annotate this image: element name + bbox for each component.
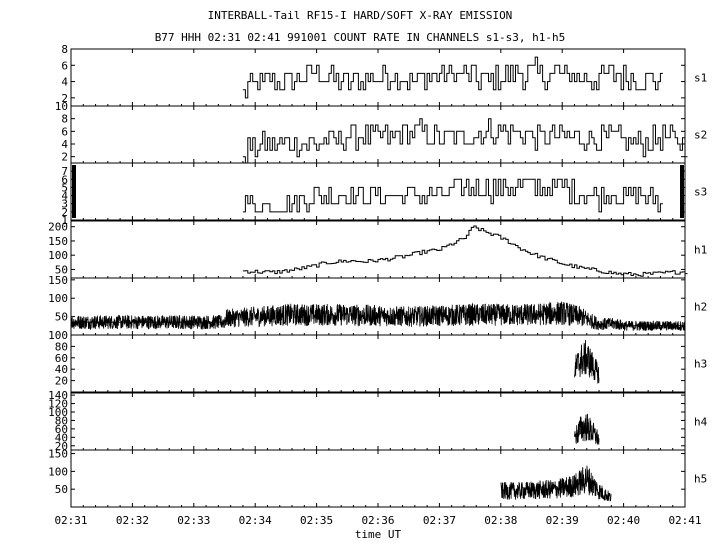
chart-subtitle: B77 HHH 02:31 02:41 991001 COUNT RATE IN… — [154, 31, 566, 44]
x-tick-label: 02:32 — [116, 514, 149, 527]
y-tick-label-s2: 8 — [61, 113, 68, 126]
y-tick-label-s1: 8 — [61, 43, 68, 56]
y-tick-label-h3: 40 — [55, 363, 68, 376]
y-tick-label-h4: 40 — [55, 431, 68, 444]
series-s2 — [242, 118, 688, 164]
y-tick-label-h3: 100 — [48, 329, 68, 342]
y-tick-label-h4: 120 — [48, 398, 68, 411]
y-tick-label-h4: 140 — [48, 389, 68, 402]
series-h3 — [574, 339, 600, 384]
y-tick-label-s3: 3 — [61, 198, 68, 211]
y-tick-label-s2: 6 — [61, 125, 68, 138]
y-tick-label-h1: 100 — [48, 249, 68, 262]
y-tick-label-s2: 2 — [61, 151, 68, 164]
panel-label-h3: h3 — [694, 358, 707, 371]
series-h1 — [242, 225, 688, 277]
series-s1 — [242, 56, 663, 99]
y-tick-label-h1: 200 — [48, 221, 68, 234]
chart-title: INTERBALL-Tail RF15-I HARD/SOFT X-RAY EM… — [207, 9, 513, 22]
x-tick-label: 02:39 — [546, 514, 579, 527]
y-tick-label-h4: 80 — [55, 414, 68, 427]
x-tick-label: 02:36 — [361, 514, 394, 527]
y-tick-label-h1: 150 — [48, 235, 68, 248]
y-tick-label-s3: 1 — [61, 214, 68, 227]
panel-label-h4: h4 — [694, 416, 708, 429]
y-tick-label-s2: 4 — [61, 138, 68, 151]
x-tick-label: 02:31 — [54, 514, 87, 527]
x-tick-label: 02:34 — [239, 514, 272, 527]
y-tick-label-s2: 10 — [55, 100, 68, 113]
y-tick-label-h4: 60 — [55, 423, 68, 436]
x-tick-label: 02:41 — [668, 514, 701, 527]
panel-frame-s1 — [70, 48, 686, 107]
panel-frame-s2 — [70, 105, 686, 164]
y-tick-label-s3: 2 — [61, 206, 68, 219]
y-tick-label-s3: 5 — [61, 181, 68, 194]
y-tick-label-h5: 150 — [48, 448, 68, 461]
panel-label-h2: h2 — [694, 301, 707, 314]
y-tick-label-h5: 100 — [48, 465, 68, 478]
x-tick-label: 02:38 — [484, 514, 517, 527]
y-tick-label-h3: 60 — [55, 352, 68, 365]
y-tick-label-h5: 50 — [55, 483, 68, 496]
series-s3 — [242, 178, 663, 213]
series-h2 — [70, 301, 686, 332]
y-tick-label-h3: 20 — [55, 375, 68, 388]
y-tick-label-s1: 2 — [61, 92, 68, 105]
y-tick-label-s3: 4 — [61, 190, 68, 203]
x-tick-label: 02:37 — [423, 514, 456, 527]
y-tick-label-h2: 150 — [48, 274, 68, 287]
panel-label-s3: s3 — [694, 186, 707, 199]
edge-marker-right — [680, 165, 684, 218]
panel-frame-h4 — [70, 392, 686, 451]
x-axis-label: time UT — [355, 528, 402, 541]
series-h5 — [500, 465, 612, 502]
y-tick-label-h4: 20 — [55, 440, 68, 453]
x-tick-label: 02:35 — [300, 514, 333, 527]
y-tick-label-h3: 80 — [55, 340, 68, 353]
y-tick-label-s1: 4 — [61, 76, 68, 89]
x-tick-label: 02:40 — [607, 514, 640, 527]
y-tick-label-h2: 100 — [48, 292, 68, 305]
series-h4 — [574, 413, 600, 445]
edge-marker-left — [72, 165, 76, 218]
panel-label-h5: h5 — [694, 473, 707, 486]
panel-frame-h1 — [70, 220, 686, 279]
panel-label-s1: s1 — [694, 72, 707, 85]
y-tick-label-s3: 6 — [61, 173, 68, 186]
y-tick-label-h4: 100 — [48, 406, 68, 419]
panel-label-h1: h1 — [694, 244, 707, 257]
panel-label-s2: s2 — [694, 129, 707, 142]
y-tick-label-s1: 6 — [61, 59, 68, 72]
y-tick-label-h2: 50 — [55, 311, 68, 324]
x-tick-label: 02:33 — [177, 514, 210, 527]
y-tick-label-s3: 7 — [61, 165, 68, 178]
y-tick-label-h1: 50 — [55, 263, 68, 276]
